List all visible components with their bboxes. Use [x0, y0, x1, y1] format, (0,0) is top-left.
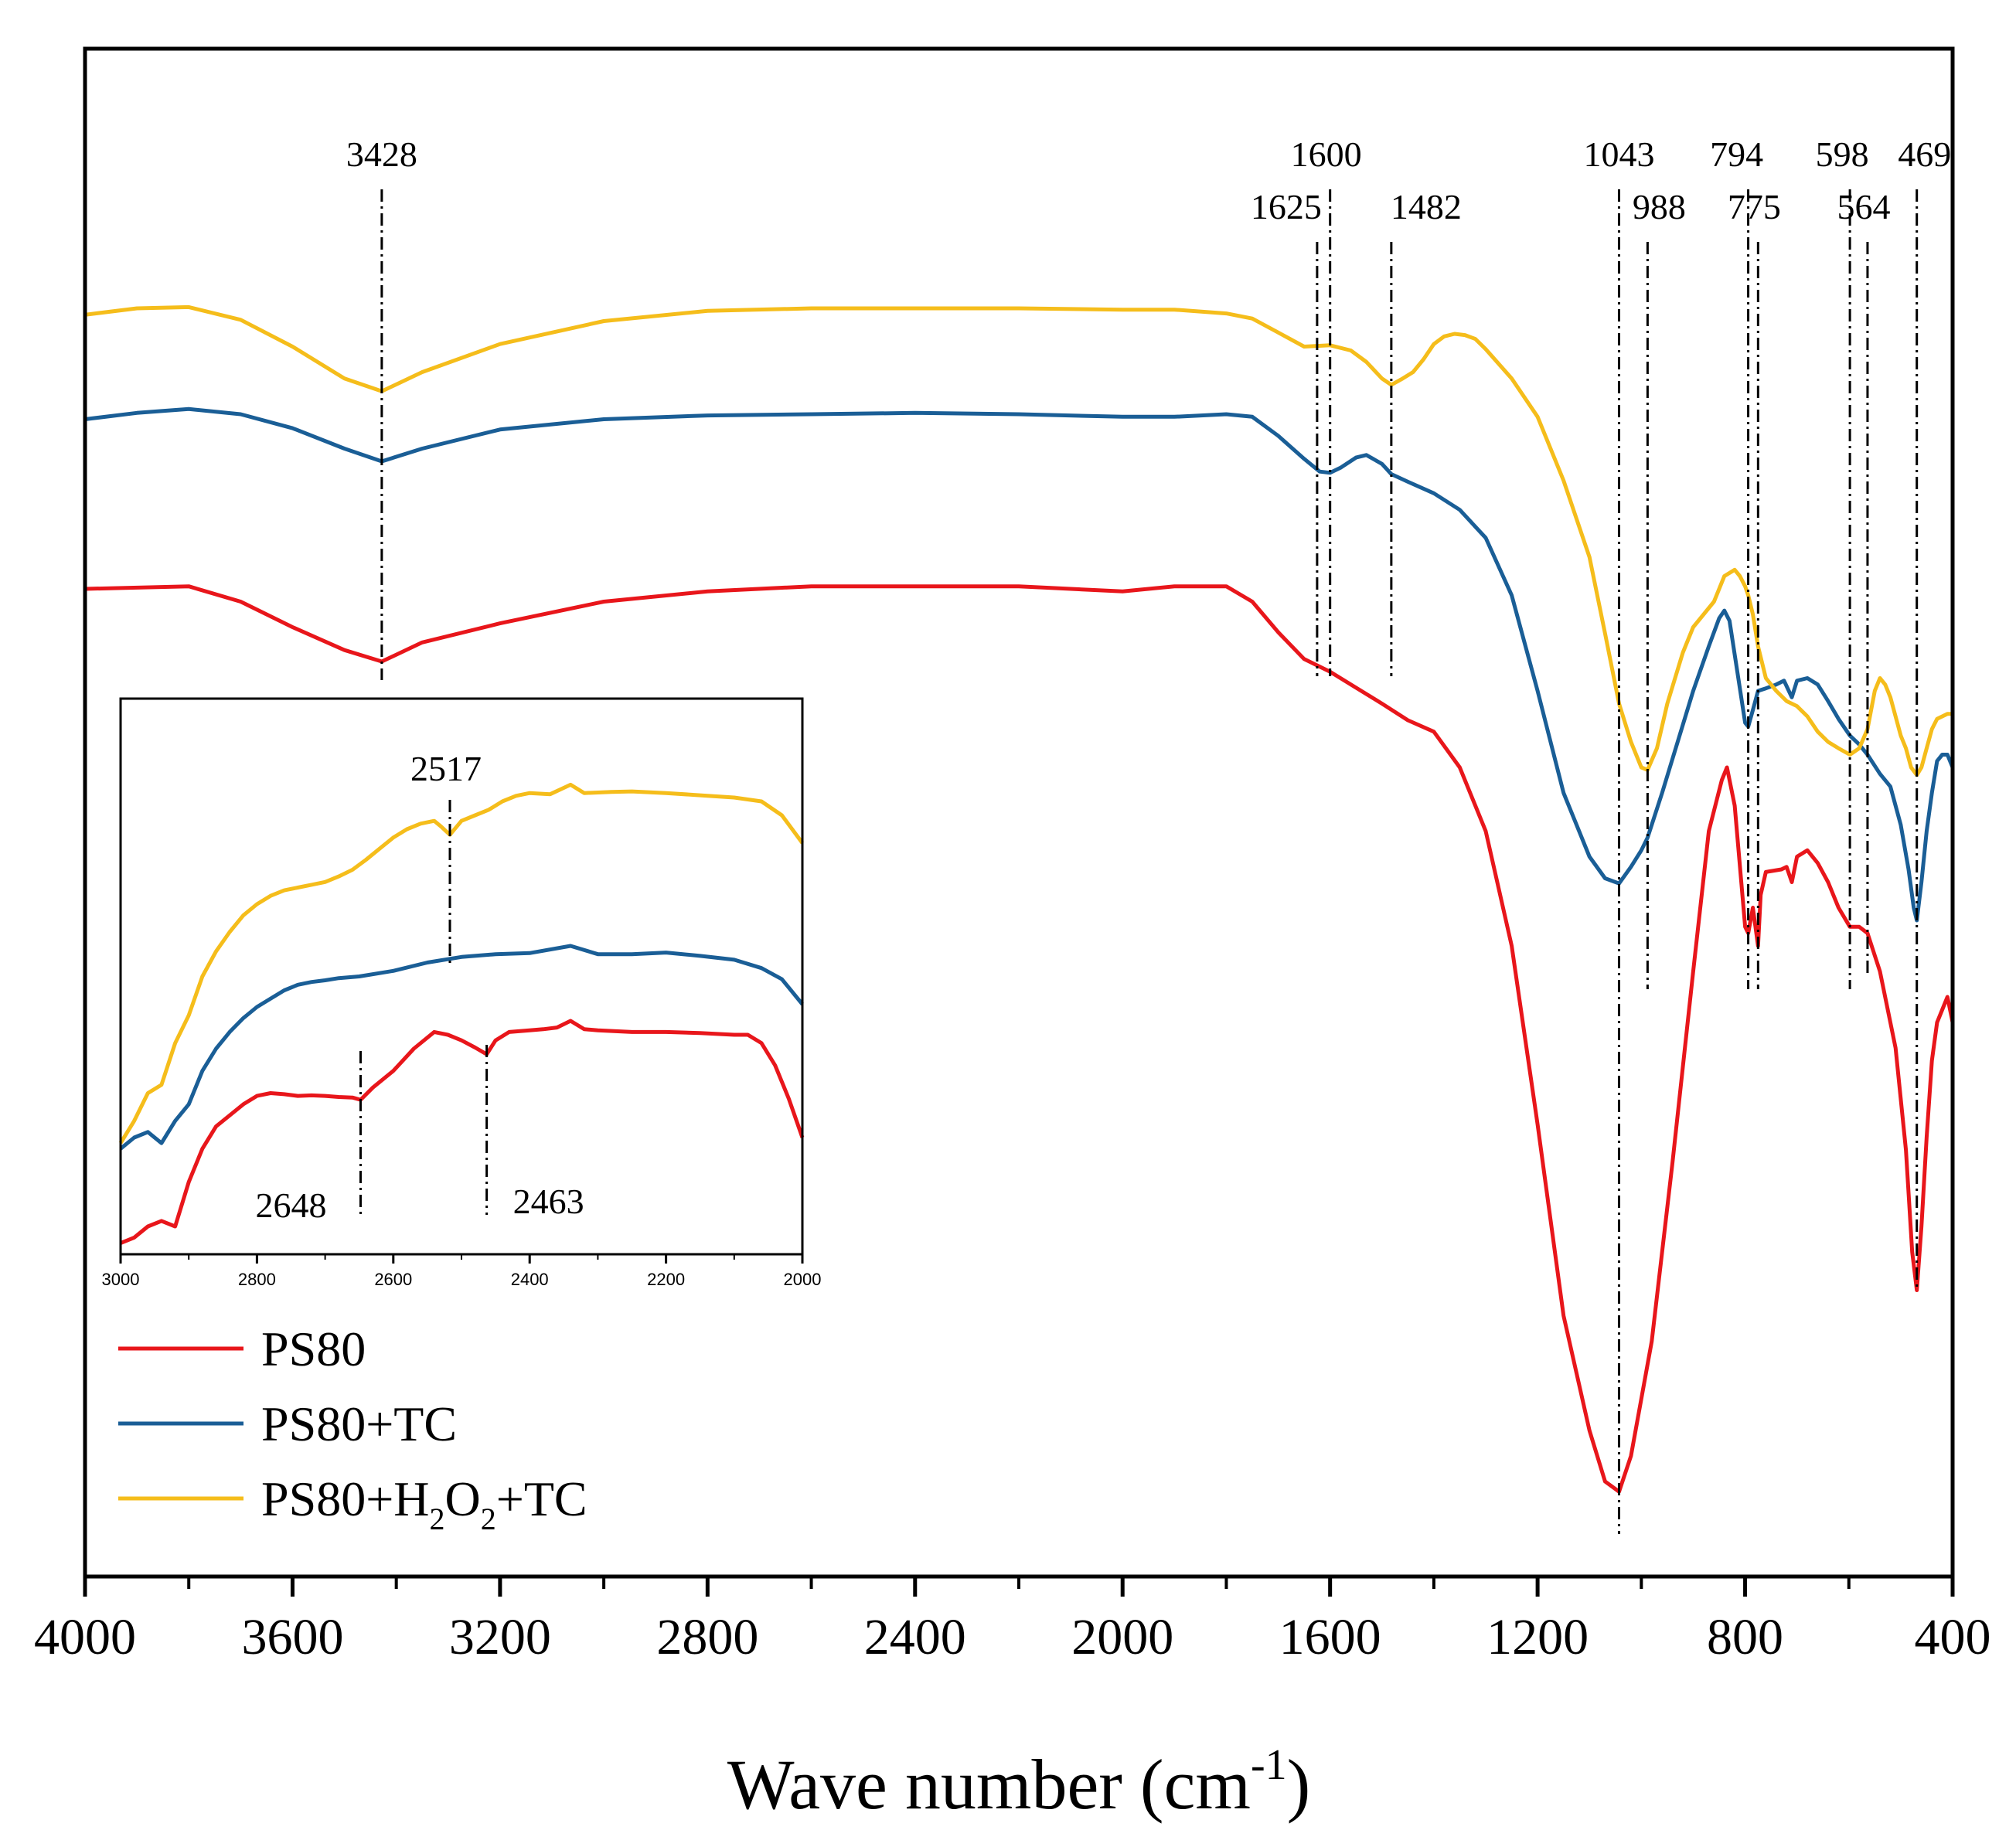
peak-label-3428: 3428	[346, 134, 417, 174]
series-line-ps80-h2o2-tc	[84, 304, 1953, 777]
peak-label-1600: 1600	[1291, 134, 1362, 174]
legend-label-ps80-tc: PS80+TC	[261, 1396, 457, 1451]
inset-x-tick-label: 3000	[102, 1270, 140, 1289]
peak-label-469: 469	[1898, 134, 1951, 174]
inset-peak-label-2517: 2517	[410, 749, 482, 788]
inset-peak-label-2648: 2648	[255, 1185, 326, 1225]
inset-x-axis: 3000 2800 2600 2400 2200 2000	[102, 1254, 822, 1289]
x-tick-label: 2000	[1071, 1609, 1173, 1665]
x-tick-label: 4000	[34, 1609, 136, 1665]
inset-x-tick-label: 2400	[511, 1270, 549, 1289]
inset-series-line-ps80-h2o2-tc	[118, 782, 805, 1145]
inset-peak-annotations: 2517 2648 2463	[255, 749, 584, 1225]
x-axis-title: Wave number (cm-1)	[727, 1741, 1311, 1824]
peak-label-564: 564	[1837, 187, 1890, 226]
peak-label-988: 988	[1633, 187, 1686, 226]
series-line-ps80	[84, 584, 1955, 1494]
legend: PS80 PS80+TC PS80+H2O2+TC	[118, 1321, 587, 1536]
inset-x-tick-label: 2800	[238, 1270, 276, 1289]
inset-series-group	[118, 782, 805, 1245]
x-tick-label: 2800	[656, 1609, 758, 1665]
x-tick-label: 800	[1707, 1609, 1783, 1665]
inset-background	[121, 699, 802, 1254]
peak-label-1482: 1482	[1391, 187, 1462, 226]
x-tick-label: 1200	[1486, 1609, 1589, 1665]
x-tick-label: 3600	[241, 1609, 343, 1665]
inset-chart: 2517 2648 2463 3000 2800 2600 2400 2200 2000	[102, 697, 822, 1289]
main-x-axis: 4000 3600 3200 2800 2400 2000 1600 1200 800 400	[34, 1577, 1991, 1665]
legend-label-ps80: PS80	[261, 1321, 366, 1376]
peak-label-1625: 1625	[1251, 187, 1322, 226]
series-line-ps80-tc	[84, 406, 1955, 923]
peak-label-794: 794	[1710, 134, 1763, 174]
inset-x-tick-label: 2000	[784, 1270, 822, 1289]
legend-label-ps80-h2o2-tc: PS80+H2O2+TC	[261, 1471, 587, 1536]
inset-x-tick-label: 2600	[374, 1270, 412, 1289]
main-series-group	[84, 304, 1955, 1494]
inset-peak-label-2463: 2463	[513, 1182, 584, 1221]
peak-label-598: 598	[1816, 134, 1869, 174]
peak-label-775: 775	[1728, 187, 1781, 226]
x-tick-label: 400	[1915, 1609, 1991, 1665]
x-tick-label: 1600	[1279, 1609, 1381, 1665]
inset-x-tick-label: 2200	[647, 1270, 685, 1289]
inset-series-line-ps80	[120, 1019, 805, 1245]
peak-label-1043: 1043	[1583, 134, 1654, 174]
inset-series-line-ps80-tc	[119, 944, 804, 1151]
x-tick-label: 2400	[864, 1609, 966, 1665]
x-tick-label: 3200	[449, 1609, 551, 1665]
